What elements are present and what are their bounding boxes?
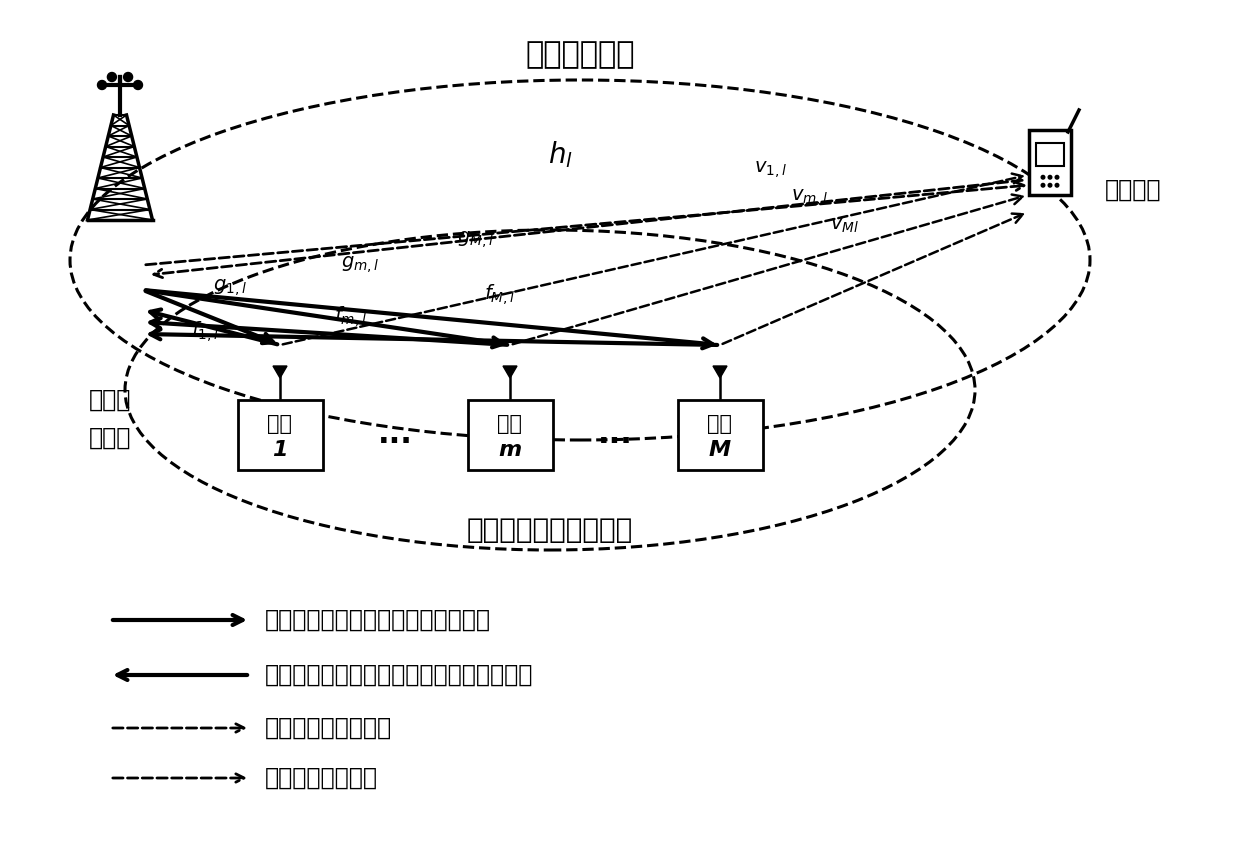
Text: 全双工: 全双工 xyxy=(89,388,131,412)
Circle shape xyxy=(1042,176,1045,179)
Circle shape xyxy=(108,73,117,81)
Text: 1: 1 xyxy=(273,441,288,461)
Circle shape xyxy=(1048,184,1052,187)
Text: $v_{Ml}$: $v_{Ml}$ xyxy=(831,216,859,235)
Text: 通过环境反向散射向全双工接入点传输信息: 通过环境反向散射向全双工接入点传输信息 xyxy=(265,663,533,687)
Bar xyxy=(238,400,322,470)
Circle shape xyxy=(1042,184,1045,187)
Bar xyxy=(677,400,763,470)
Polygon shape xyxy=(503,366,517,378)
Circle shape xyxy=(134,81,143,89)
Text: 环境载波和能量传输到反向散射设备: 环境载波和能量传输到反向散射设备 xyxy=(265,608,491,632)
Text: $g_{M,l}$: $g_{M,l}$ xyxy=(456,229,494,250)
Text: ...: ... xyxy=(598,421,632,449)
Text: 传统用户: 传统用户 xyxy=(1105,178,1162,202)
Text: 传统通信系统: 传统通信系统 xyxy=(526,41,635,69)
Text: $v_{1,l}$: $v_{1,l}$ xyxy=(754,159,786,180)
Text: $g_{1,l}$: $g_{1,l}$ xyxy=(213,277,247,299)
Circle shape xyxy=(124,73,133,81)
Text: ...: ... xyxy=(377,421,413,449)
Text: $v_{m,l}$: $v_{m,l}$ xyxy=(791,188,828,209)
Bar xyxy=(1029,130,1071,195)
Text: 对传统用户的干扰: 对传统用户的干扰 xyxy=(265,766,378,790)
Text: $g_{m,l}$: $g_{m,l}$ xyxy=(341,255,379,275)
Circle shape xyxy=(1048,176,1052,179)
Bar xyxy=(1037,143,1064,165)
Text: 向传统用户传输信息: 向传统用户传输信息 xyxy=(265,716,392,740)
Circle shape xyxy=(1055,176,1059,179)
Text: 设备: 设备 xyxy=(497,415,522,435)
Polygon shape xyxy=(273,366,286,378)
Text: $h_l$: $h_l$ xyxy=(548,139,573,171)
Text: 接入点: 接入点 xyxy=(89,426,131,450)
Circle shape xyxy=(1055,184,1059,187)
Text: m: m xyxy=(498,441,522,461)
Text: $f_{m,l}$: $f_{m,l}$ xyxy=(334,305,367,329)
Text: $f_{1,l}$: $f_{1,l}$ xyxy=(191,320,219,345)
Bar xyxy=(467,400,553,470)
Circle shape xyxy=(98,81,107,89)
Text: 设备: 设备 xyxy=(708,415,733,435)
Text: 设备: 设备 xyxy=(268,415,293,435)
Text: 环境反向散射通信系统: 环境反向散射通信系统 xyxy=(467,516,634,544)
Text: M: M xyxy=(709,441,732,461)
Polygon shape xyxy=(713,366,727,378)
Text: $f_{M,l}$: $f_{M,l}$ xyxy=(485,282,516,307)
